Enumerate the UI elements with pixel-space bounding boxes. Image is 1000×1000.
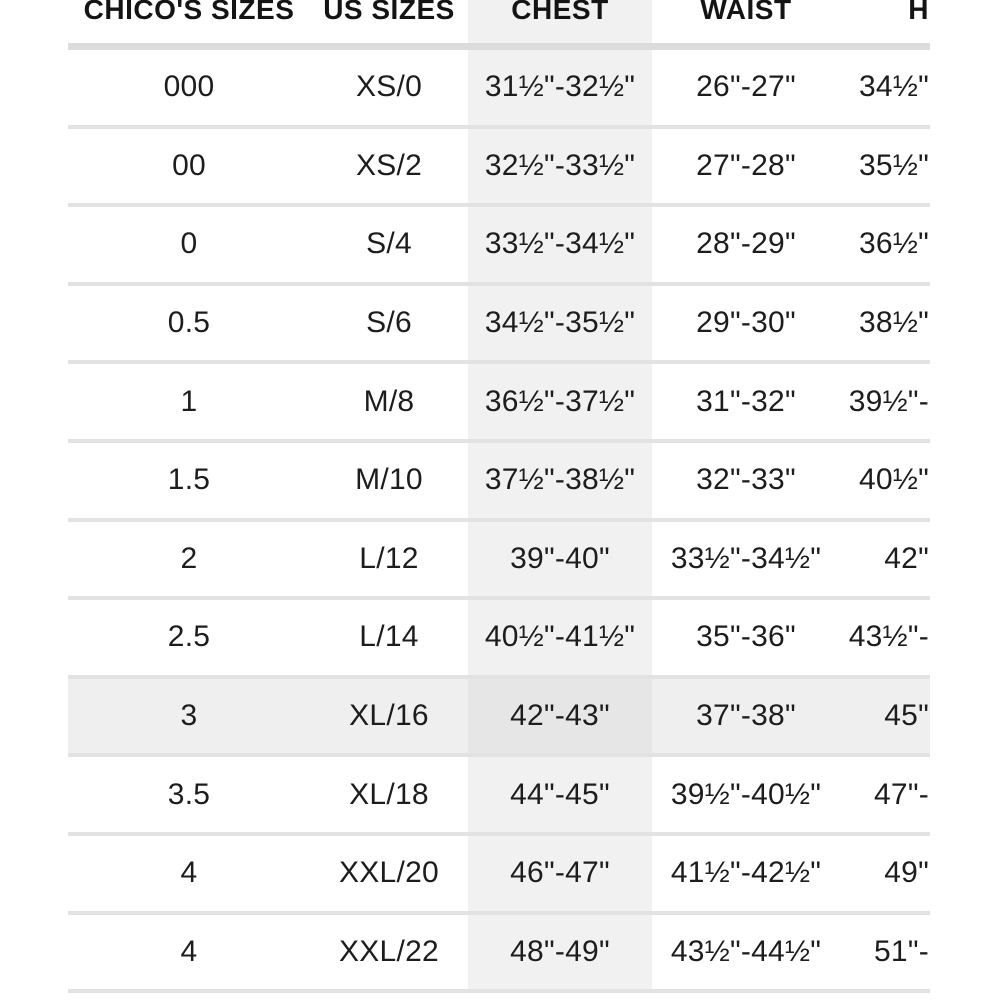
column-header-label: WAIST [700,0,792,25]
cell-us_sizes: XL/18 [310,755,468,836]
table-row[interactable]: 1.5 M/10 37½"-38½" 32"-33" 40½" [68,440,930,522]
cell-waist: 37"-38" [652,676,840,758]
cell-us_sizes: S/6 [310,283,468,365]
table-row[interactable]: 000 XS/0 31½"-32½" 26"-27" 34½" [68,46,930,129]
cell-waist: 33½"-34½" [652,519,840,601]
cell-us_sizes: S/4 [310,205,468,286]
column-header-label: CHICO'S SIZES [83,0,295,25]
cell-waist: 43½"-44½" [652,912,840,994]
cell-chest: 42"-43" [468,676,652,758]
column-header-chest: CHEST [468,0,652,50]
cell-chest: 44"-45" [468,755,652,836]
cell-chest: 36½"-37½" [468,362,652,443]
table-row[interactable]: 0.5 S/6 34½"-35½" 29"-30" 38½" [68,283,930,365]
cell-chicos_sizes: 1 [68,362,310,443]
cell-waist: 32"-33" [652,440,840,522]
cell-chicos_sizes: 1.5 [68,440,310,522]
cell-chicos_sizes: 00 [68,126,310,208]
cell-chest: 48"-49" [468,912,652,994]
column-header-chicos_sizes: CHICO'S SIZES [68,0,310,50]
table-row[interactable]: 1 M/8 36½"-37½" 31"-32" 39½"- [68,362,930,443]
cell-waist: 29"-30" [652,283,840,365]
cell-us_sizes: M/8 [310,362,468,443]
cell-chest: 34½"-35½" [468,283,652,365]
cell-us_sizes: XL/16 [310,676,468,758]
cell-chest: 39"-40" [468,519,652,601]
cell-waist: 26"-27" [652,46,840,129]
column-header-label: H [908,0,929,25]
column-header-label: CHEST [511,0,609,25]
column-header-us_sizes: US SIZES [310,0,468,50]
cell-us_sizes: L/14 [310,598,468,679]
cell-chicos_sizes: 4 [68,912,310,994]
cell-hips: 43½"- [840,598,930,679]
cell-hips: 34½" [840,46,930,129]
cell-waist: 31"-32" [652,362,840,443]
cell-waist: 41½"-42½" [652,833,840,915]
cell-chicos_sizes: 000 [68,46,310,129]
cell-chicos_sizes: 3.5 [68,755,310,836]
column-header-waist: WAIST [652,0,840,50]
cell-chicos_sizes: 4 [68,833,310,915]
cell-chicos_sizes: 0.5 [68,283,310,365]
cell-us_sizes: M/10 [310,440,468,522]
cell-chest: 46"-47" [468,833,652,915]
cell-chicos_sizes: 2.5 [68,598,310,679]
table-row[interactable]: 4 XXL/22 48"-49" 43½"-44½" 51"- [68,912,930,994]
cell-hips: 51"- [840,912,930,994]
table-body: 000 XS/0 31½"-32½" 26"-27" 34½" 00 XS/2 32½"-33… [68,46,930,994]
cell-us_sizes: L/12 [310,519,468,601]
table-row[interactable]: 0 S/4 33½"-34½" 28"-29" 36½" [68,205,930,286]
column-header-label: US SIZES [323,0,455,25]
column-header-hips: H [840,0,930,50]
cell-hips: 38½" [840,283,930,365]
cell-chicos_sizes: 0 [68,205,310,286]
cell-chest: 32½"-33½" [468,126,652,208]
table-row[interactable]: 00 XS/2 32½"-33½" 27"-28" 35½" [68,126,930,208]
cell-chicos_sizes: 2 [68,519,310,601]
cell-chicos_sizes: 3 [68,676,310,758]
cell-chest: 40½"-41½" [468,598,652,679]
cell-us_sizes: XS/0 [310,46,468,129]
cell-us_sizes: XS/2 [310,126,468,208]
header-row: CHICO'S SIZES US SIZES CHEST WAIST H [68,0,930,50]
cell-hips: 47"- [840,755,930,836]
table-row[interactable]: 3.5 XL/18 44"-45" 39½"-40½" 47"- [68,755,930,836]
cell-waist: 35"-36" [652,598,840,679]
cell-chest: 37½"-38½" [468,440,652,522]
cell-hips: 49" [840,833,930,915]
size-chart-scroll-container[interactable]: CHICO'S SIZES US SIZES CHEST WAIST H 000 XS/0… [68,0,930,1000]
cell-waist: 39½"-40½" [652,755,840,836]
table-row[interactable]: 4 XXL/20 46"-47" 41½"-42½" 49" [68,833,930,915]
cell-hips: 42" [840,519,930,601]
cell-chest: 31½"-32½" [468,46,652,129]
table-row[interactable]: 2.5 L/14 40½"-41½" 35"-36" 43½"- [68,598,930,679]
table-row[interactable]: 2 L/12 39"-40" 33½"-34½" 42" [68,519,930,601]
cell-waist: 27"-28" [652,126,840,208]
cell-waist: 28"-29" [652,205,840,286]
size-chart-table: CHICO'S SIZES US SIZES CHEST WAIST H 000 XS/0… [68,0,930,994]
cell-chest: 33½"-34½" [468,205,652,286]
cell-hips: 35½" [840,126,930,208]
cell-hips: 36½" [840,205,930,286]
cell-hips: 45" [840,676,930,758]
cell-us_sizes: XXL/22 [310,912,468,994]
table-row-highlighted[interactable]: 3 XL/16 42"-43" 37"-38" 45" [68,676,930,758]
cell-hips: 40½" [840,440,930,522]
table-header: CHICO'S SIZES US SIZES CHEST WAIST H [68,0,930,50]
cell-hips: 39½"- [840,362,930,443]
cell-us_sizes: XXL/20 [310,833,468,915]
